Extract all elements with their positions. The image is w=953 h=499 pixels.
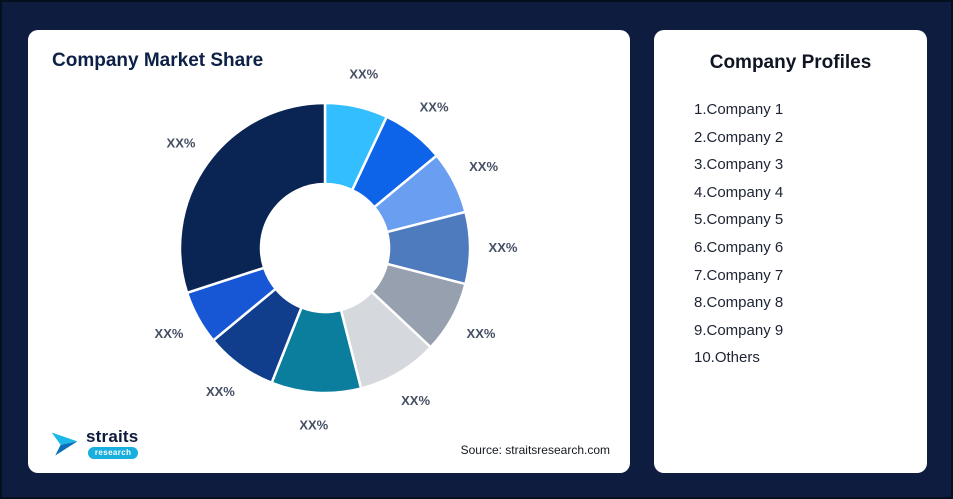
- company-list: 1.Company 1 2.Company 2 3.Company 3 4.Compa…: [680, 96, 901, 372]
- segment-label: XX%: [401, 393, 430, 408]
- company-list-item: 8.Company 8: [694, 294, 784, 312]
- company-list-item: 1.Company 1: [694, 101, 784, 118]
- company-list-item: 7.Company 7: [694, 266, 784, 284]
- market-share-card: Company Market Share XX% XX% XX% XX% XX% XX% X…: [28, 30, 630, 473]
- logo-subtitle: research: [87, 447, 139, 459]
- segment-label: XX%: [167, 135, 196, 150]
- logo-brand: straits: [86, 427, 139, 446]
- segment-label: XX%: [206, 384, 235, 399]
- company-list-item: 10.Others: [694, 349, 760, 367]
- company-list-item: 3.Company 3: [694, 156, 784, 174]
- chart-title: Company Market Share: [52, 50, 264, 71]
- company-list-item: 5.Company 5: [694, 211, 784, 229]
- segment-label: XX%: [489, 240, 518, 255]
- segment-label: XX%: [155, 326, 184, 341]
- company-list-item: 2.Company 2: [694, 128, 784, 146]
- segment-label: XX%: [469, 159, 498, 174]
- profiles-title: Company Profiles: [709, 52, 872, 73]
- company-list-item: 9.Company 9: [694, 321, 784, 339]
- straits-research-logo: straits research: [50, 427, 139, 459]
- segment-label: XX%: [420, 99, 449, 114]
- segment-label: XX%: [467, 326, 496, 341]
- segment-label: XX%: [299, 418, 328, 433]
- logo-arrow-icon: [51, 432, 78, 455]
- donut-segment: [178, 101, 327, 295]
- company-list-item: 4.Company 4: [694, 183, 784, 201]
- donut-chart: XX% XX% XX% XX% XX% XX% XX% XX% XX% XX%: [155, 66, 518, 433]
- company-profiles-card: Company Profiles 1.Company 1 2.Company 2 3…: [654, 30, 927, 473]
- source-text: Source: straitsresearch.com: [460, 443, 610, 457]
- logo-text: straits research: [86, 427, 139, 459]
- company-list-item: 6.Company 6: [694, 238, 784, 256]
- segment-label: XX%: [349, 66, 378, 81]
